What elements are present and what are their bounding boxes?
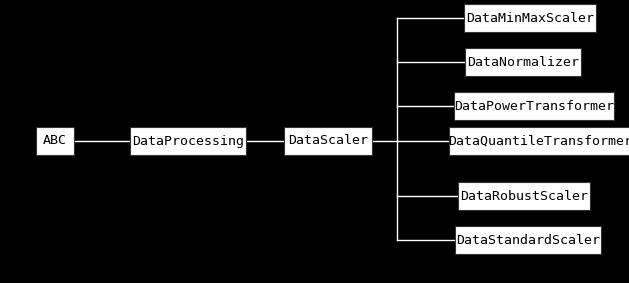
Text: DataMinMaxScaler: DataMinMaxScaler	[466, 12, 594, 25]
FancyBboxPatch shape	[284, 127, 372, 155]
Text: ABC: ABC	[43, 134, 67, 147]
FancyBboxPatch shape	[454, 92, 614, 120]
FancyBboxPatch shape	[455, 226, 601, 254]
Text: DataPowerTransformer: DataPowerTransformer	[454, 100, 614, 113]
Text: DataStandardScaler: DataStandardScaler	[456, 233, 600, 246]
FancyBboxPatch shape	[465, 48, 581, 76]
Text: DataProcessing: DataProcessing	[132, 134, 244, 147]
FancyBboxPatch shape	[449, 127, 629, 155]
FancyBboxPatch shape	[36, 127, 74, 155]
Text: DataQuantileTransformer: DataQuantileTransformer	[448, 134, 629, 147]
FancyBboxPatch shape	[464, 4, 596, 32]
FancyBboxPatch shape	[459, 182, 589, 210]
FancyBboxPatch shape	[130, 127, 247, 155]
Text: DataScaler: DataScaler	[288, 134, 368, 147]
Text: DataNormalizer: DataNormalizer	[467, 55, 579, 68]
Text: DataRobustScaler: DataRobustScaler	[460, 190, 588, 203]
